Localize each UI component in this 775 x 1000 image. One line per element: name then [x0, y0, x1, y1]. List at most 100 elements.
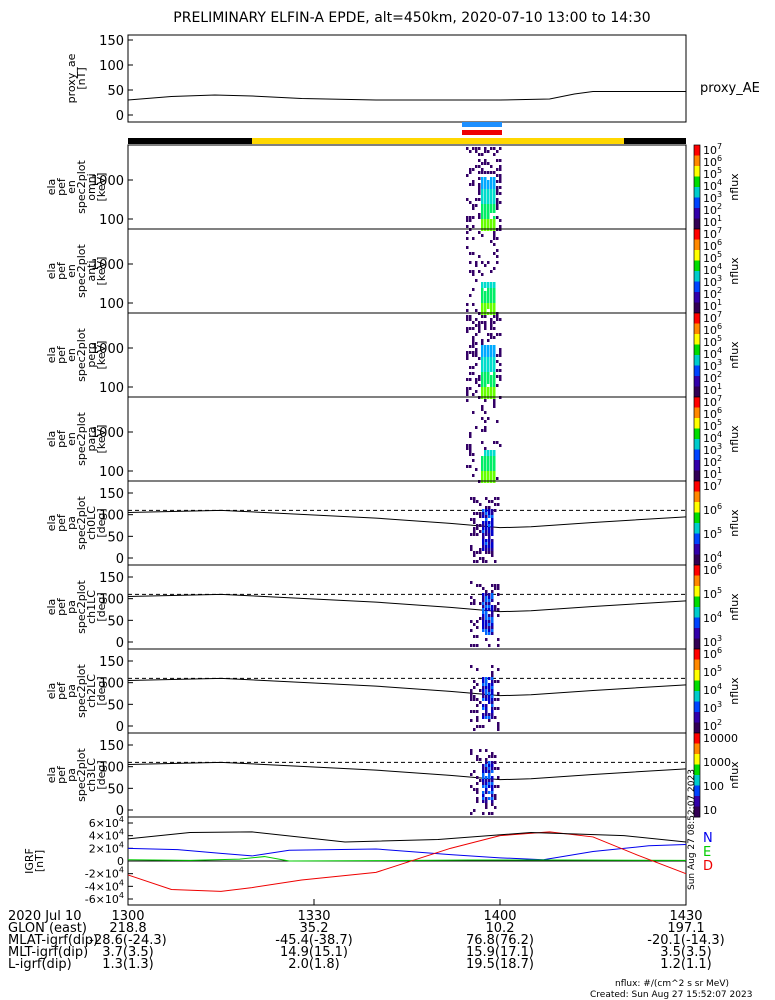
colorbar-tick-label: 106 [703, 238, 722, 253]
spectrogram-cell [487, 462, 490, 465]
spectrogram-cell [488, 539, 491, 542]
spectrogram-cell [482, 539, 485, 542]
spectrogram-cell [476, 584, 479, 587]
spectrogram-cell [472, 303, 475, 306]
colorbar-label: nflux [728, 425, 741, 453]
spectrogram-cell [476, 797, 479, 800]
spectrogram-cell [482, 770, 485, 773]
colorbar-label: nflux [728, 593, 741, 621]
spectrogram-cell [479, 557, 482, 560]
spectrogram-cell [482, 680, 485, 683]
spectrogram-cell [466, 219, 469, 222]
spectrogram-cell [476, 719, 479, 722]
x-row-value: 197.1 [667, 921, 704, 936]
spectrogram-cell [488, 719, 491, 722]
x-row-label: GLON (east) [8, 921, 87, 936]
spectrogram-cell [490, 390, 493, 393]
spectrogram-cell [482, 587, 485, 590]
igrf-ytick-label: 2×104 [89, 840, 124, 855]
spectrogram-cell [488, 593, 491, 596]
spectrogram-cell [497, 602, 500, 605]
igrf-ytick-label: 6×104 [89, 815, 124, 830]
spectrogram-cell [488, 812, 491, 815]
spectrogram-cell [478, 324, 481, 327]
colorbar-segment [694, 271, 700, 282]
colorbar-tick-label: 107 [703, 394, 722, 409]
spectrogram-cell [466, 387, 469, 390]
spectrogram-cell [493, 315, 496, 318]
spectrogram-cell [481, 315, 484, 318]
spectrogram-cell [469, 201, 472, 204]
spectrogram-cell [481, 294, 484, 297]
spectrogram-cell [466, 351, 469, 354]
spectrogram-cell [476, 668, 479, 671]
spectrogram-cell [490, 177, 493, 180]
panel-ylabel-5: [keV] [95, 425, 108, 454]
spectrogram-cell [490, 462, 493, 465]
spectrogram-cell [479, 689, 482, 692]
spectrogram-cell [493, 390, 496, 393]
spectrogram-cell [491, 524, 494, 527]
ytick-label: 100 [99, 213, 124, 228]
panel-ylabel-5: [deg] [95, 508, 108, 537]
spectrogram-cell [490, 324, 493, 327]
spectrogram-cell [490, 207, 493, 210]
spectrogram-cell [470, 695, 473, 698]
x-row-value: 1430 [669, 909, 702, 924]
x-row-value: 1330 [297, 909, 330, 924]
colorbar-segment [694, 775, 700, 786]
spectrogram-cell [482, 782, 485, 785]
spectrogram-cell [485, 632, 488, 635]
spectrogram-cell [493, 366, 496, 369]
igrf-ytick-label: -4×104 [85, 878, 124, 893]
spectrogram-cell [491, 548, 494, 551]
spectrogram-cell [499, 180, 502, 183]
spectrogram-cell [493, 222, 496, 225]
colorbar-segment [694, 281, 700, 293]
spectrogram-cell [485, 689, 488, 692]
spectrogram-cell [494, 755, 497, 758]
spectrogram-cell [473, 518, 476, 521]
spectrogram-cell [487, 198, 490, 201]
spectrogram-cell [470, 665, 473, 668]
spectrogram-cell [481, 417, 484, 420]
spectrogram-cell [487, 222, 490, 225]
spectrogram-cell [484, 297, 487, 300]
spectrogram-cell [484, 345, 487, 348]
spectrogram-cell [493, 231, 496, 234]
spectrogram-cell [490, 345, 493, 348]
spectrogram-cell [488, 713, 491, 716]
spectrogram-cell [481, 360, 484, 363]
spectrogram-cell [466, 327, 469, 330]
spectrogram-cell [473, 728, 476, 731]
spectrogram-cell [497, 722, 500, 725]
spectrogram-cell [482, 509, 485, 512]
spectrogram-cell [482, 812, 485, 815]
panel-ylabel-1: pef [55, 597, 68, 616]
spectrogram-cell [484, 411, 487, 414]
spectrogram-cell [473, 530, 476, 533]
spectrogram-cell [488, 623, 491, 626]
colorbar-tick-label: 106 [703, 322, 722, 337]
spectrogram-cell [490, 288, 493, 291]
spectrogram-cell [491, 626, 494, 629]
spectrogram-cell [479, 530, 482, 533]
spectrogram-cell [491, 797, 494, 800]
spectrogram-cell [491, 707, 494, 710]
spectrogram-cell [481, 306, 484, 309]
spectrogram-cell [499, 168, 502, 171]
spectrogram-cell [484, 180, 487, 183]
spectrogram-cell [488, 515, 491, 518]
spectrogram-cell [494, 605, 497, 608]
spectrogram-cell [484, 207, 487, 210]
panel-ylabel-2: en [65, 180, 78, 194]
spectrogram-cell [487, 381, 490, 384]
spectrogram-cell [490, 195, 493, 198]
spectrogram-cell [497, 593, 500, 596]
spectrogram-cell [469, 327, 472, 330]
spectrogram-cell [488, 692, 491, 695]
spectrogram-cell [481, 303, 484, 306]
spectrogram-cell [466, 399, 469, 402]
